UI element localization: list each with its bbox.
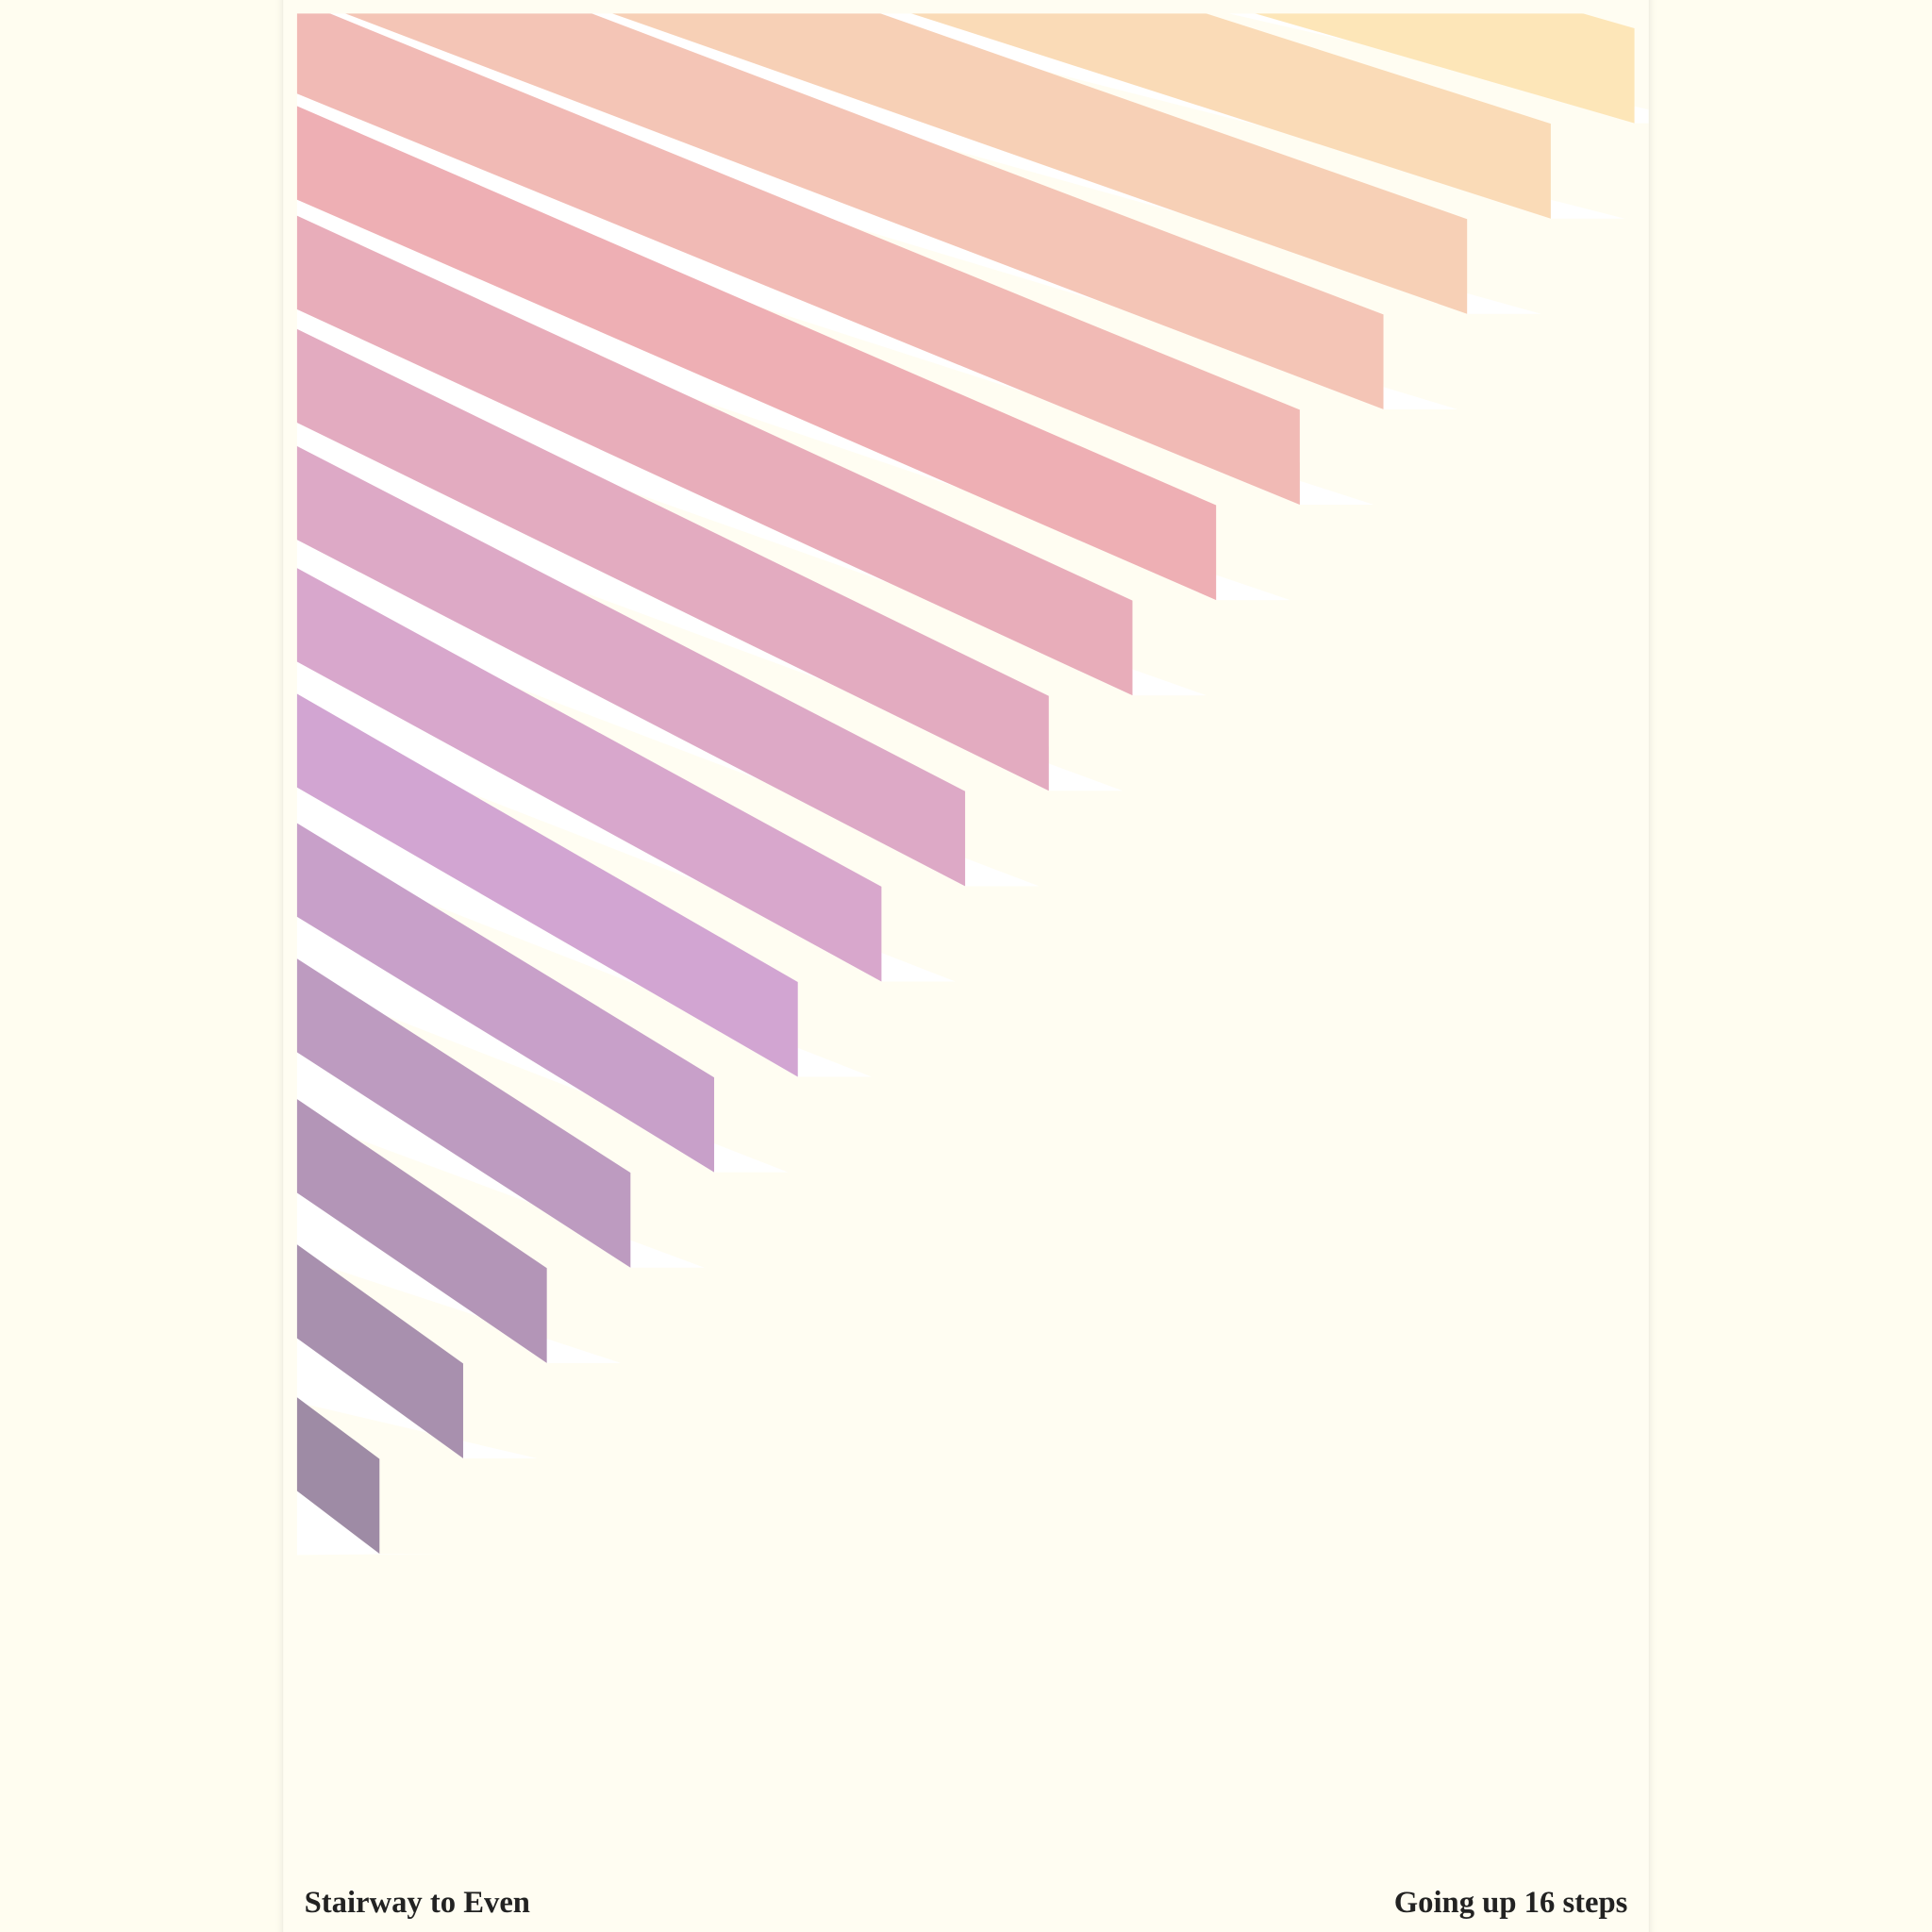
step xyxy=(296,823,715,1173)
poster-caption: Going up 16 steps xyxy=(1394,1886,1628,1920)
step xyxy=(296,328,1049,791)
step xyxy=(296,106,1217,601)
step xyxy=(296,958,631,1268)
step xyxy=(296,1397,380,1555)
step xyxy=(296,693,798,1077)
step-gap xyxy=(296,13,1457,409)
step xyxy=(612,13,1468,314)
step xyxy=(296,1244,463,1458)
step xyxy=(296,445,966,887)
step-gap xyxy=(296,1192,622,1363)
step xyxy=(296,1099,547,1363)
step xyxy=(296,215,1133,696)
stairs xyxy=(296,13,1649,1556)
step-gap xyxy=(296,1491,454,1556)
step xyxy=(296,568,882,982)
step-gap xyxy=(296,1338,538,1458)
step xyxy=(296,13,1300,505)
poster-title: Stairway to Even xyxy=(305,1886,530,1920)
